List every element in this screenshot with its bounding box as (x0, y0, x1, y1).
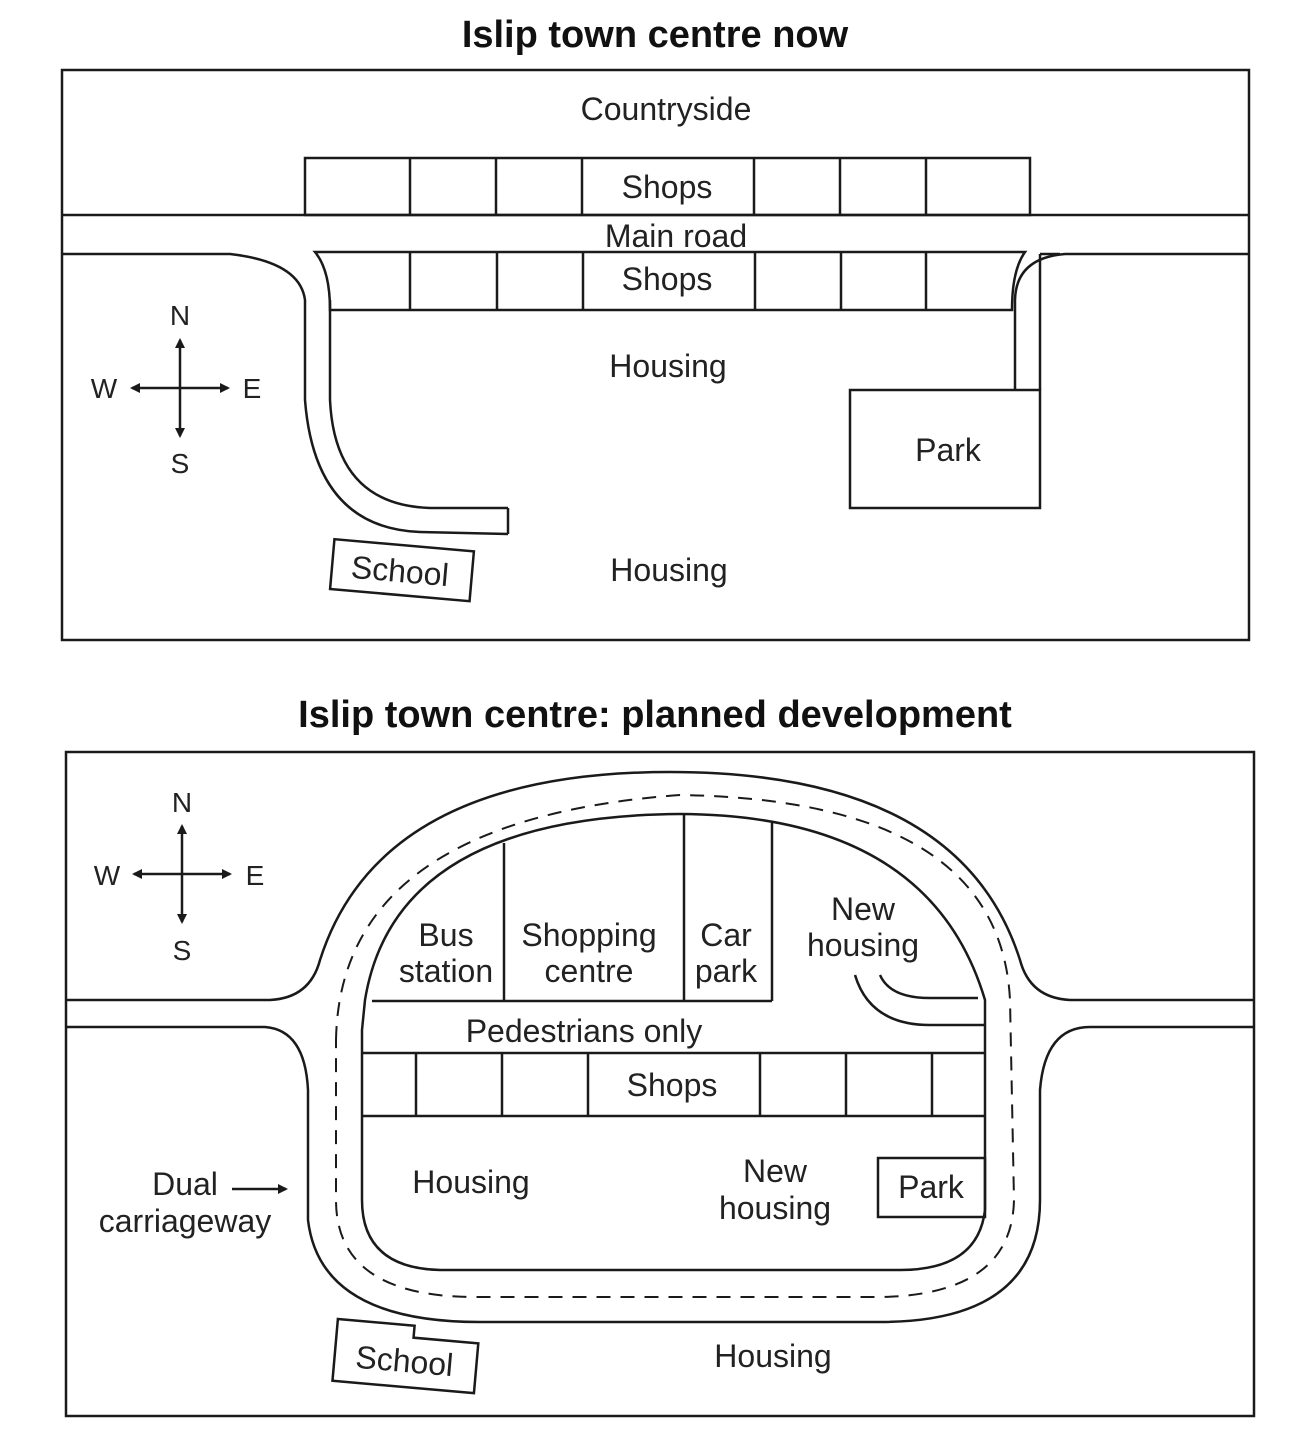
shops-label-planned: Shops (627, 1067, 718, 1103)
map-now-title: Islip town centre now (461, 14, 849, 56)
ring-road (66, 770, 1254, 1324)
housing-south-label-now: Housing (610, 552, 727, 588)
school-label-planned: School (354, 1339, 455, 1383)
compass-e-label: E (243, 373, 262, 404)
map-planned (64, 750, 1256, 1418)
map-now-frame (60, 68, 1251, 642)
compass-now (130, 338, 230, 438)
park-box-now (848, 388, 1042, 510)
shopping-centre-label-1: Shopping (521, 917, 656, 953)
planned-blocks (362, 815, 987, 1219)
map-planned-title: Islip town centre: planned development (298, 694, 1012, 736)
countryside-label: Countryside (581, 91, 752, 127)
main-road-label: Main road (605, 218, 747, 254)
park-box-planned (876, 1156, 987, 1219)
compass-w-label: W (91, 373, 118, 404)
new-housing-south-label-1: New (743, 1153, 808, 1189)
housing-center-label: Housing (609, 348, 726, 384)
housing-south-label-planned: Housing (714, 1338, 831, 1374)
compass-w-label-planned: W (94, 860, 121, 891)
map-now-labels: Countryside Shops Main road Shops Housin… (91, 91, 982, 593)
shops-south-label: Shops (622, 261, 713, 297)
school-label-now: School (350, 549, 451, 593)
shops-north-block (303, 156, 1032, 217)
shops-south-block (312, 250, 1028, 312)
bus-station-label-2: station (399, 953, 493, 989)
park-label-planned: Park (898, 1169, 965, 1205)
car-park-label-1: Car (700, 917, 752, 953)
new-housing-south-label-2: housing (719, 1190, 831, 1226)
pedestrians-only-label: Pedestrians only (466, 1013, 703, 1049)
map-now (60, 68, 1251, 642)
compass-planned (132, 824, 232, 924)
shops-north-label: Shops (622, 169, 713, 205)
housing-west-label: Housing (412, 1164, 529, 1200)
school-box-planned (331, 1317, 480, 1395)
new-housing-north-label-2: housing (807, 927, 919, 963)
new-housing-north-label-1: New (831, 891, 896, 927)
compass-n-label: N (170, 300, 190, 331)
dual-carriageway-label-2: carriageway (99, 1203, 272, 1239)
bus-station-label-1: Bus (418, 917, 473, 953)
compass-s-label-planned: S (173, 935, 192, 966)
compass-e-label-planned: E (246, 860, 265, 891)
dual-carriageway-label-1: Dual (152, 1166, 218, 1202)
park-label-now: Park (915, 432, 982, 468)
car-park-label-2: park (695, 953, 758, 989)
map-planned-labels: Bus station Shopping centre Car park New… (94, 787, 965, 1383)
compass-n-label-planned: N (172, 787, 192, 818)
compass-s-label: S (171, 448, 190, 479)
map-planned-frame (64, 750, 1256, 1418)
shopping-centre-label-2: centre (545, 953, 634, 989)
school-box-now (328, 537, 476, 603)
